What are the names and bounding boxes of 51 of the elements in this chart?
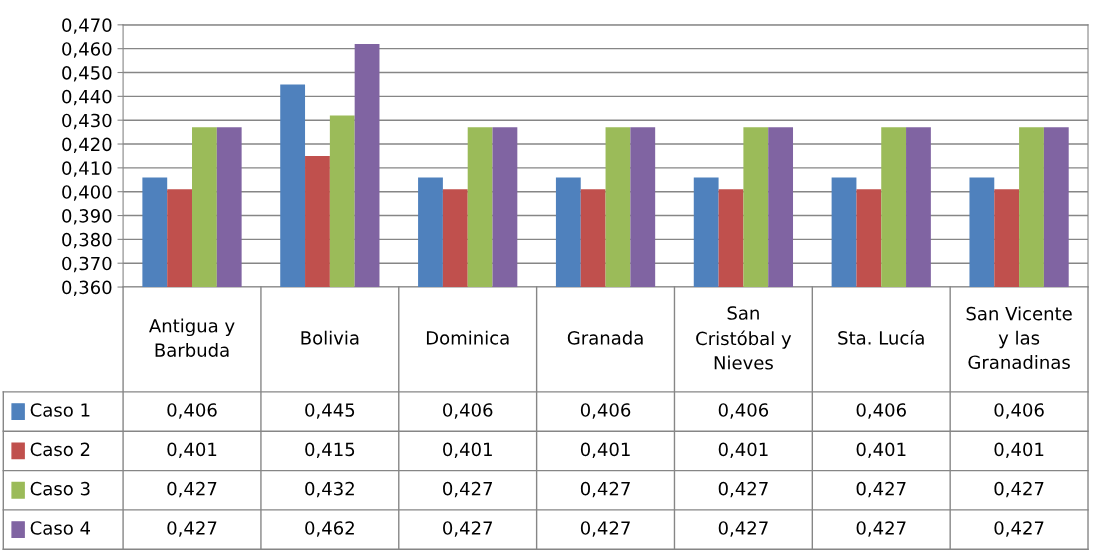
- data-label: 0,427: [994, 481, 1044, 498]
- data-label: 0,427: [443, 481, 492, 498]
- y-tick-label: 0,360: [62, 280, 112, 296]
- data-label: 0,427: [167, 481, 217, 498]
- legend-label: Caso 3: [30, 481, 90, 496]
- data-label: 0,406: [443, 403, 493, 419]
- data-label: 0,406: [167, 403, 217, 419]
- y-tick-label: 0,390: [62, 208, 112, 225]
- legend-label: Caso 1: [30, 403, 90, 417]
- y-tick-label: 0,460: [62, 42, 112, 58]
- y-tick-label: 0,450: [62, 65, 112, 82]
- data-label: 0,401: [718, 442, 768, 458]
- x-tick-label: Antigua y Barbuda: [149, 318, 235, 357]
- data-label: 0,415: [305, 442, 355, 458]
- data-label: 0,427: [580, 481, 630, 498]
- x-tick-label: Granada: [567, 330, 643, 345]
- x-tick-label: San Vicente y las Granadinas: [966, 306, 1072, 370]
- data-label: 0,427: [580, 521, 630, 537]
- data-label: 0,401: [856, 442, 906, 458]
- y-tick-label: 0,430: [62, 113, 112, 130]
- data-label: 0,401: [994, 442, 1044, 458]
- legend-label: Caso 2: [30, 442, 90, 457]
- data-label: 0,427: [856, 481, 906, 498]
- y-tick-label: 0,420: [62, 137, 112, 153]
- x-tick-label: Dominica: [426, 330, 509, 345]
- data-label: 0,427: [167, 521, 217, 537]
- y-tick-label: 0,370: [62, 256, 112, 273]
- x-tick-label: Bolivia: [301, 330, 359, 345]
- data-label: 0,462: [305, 521, 354, 537]
- x-tick-label: San Cristóbal y Nieves: [696, 306, 792, 370]
- data-label: 0,427: [856, 521, 906, 537]
- data-label: 0,406: [994, 403, 1044, 419]
- y-tick-label: 0,440: [62, 89, 112, 106]
- data-label: 0,406: [718, 403, 769, 419]
- data-label: 0,406: [856, 403, 906, 419]
- data-label: 0,432: [305, 481, 354, 498]
- y-tick-label: 0,470: [62, 18, 112, 34]
- x-tick-label: Sta. Lucía: [838, 330, 924, 345]
- data-label: 0,401: [443, 442, 492, 458]
- y-tick-label: 0,380: [62, 232, 112, 249]
- data-label: 0,401: [167, 442, 217, 458]
- data-label: 0,427: [718, 521, 768, 537]
- data-label: 0,427: [443, 521, 492, 537]
- y-tick-label: 0,400: [62, 185, 112, 201]
- y-tick-label: 0,410: [62, 161, 112, 177]
- legend-label: Caso 4: [30, 521, 91, 535]
- data-label: 0,427: [718, 481, 768, 498]
- data-label: 0,406: [580, 403, 631, 419]
- data-label: 0,401: [580, 442, 630, 458]
- data-label: 0,445: [305, 403, 355, 419]
- data-label: 0,427: [994, 521, 1044, 537]
